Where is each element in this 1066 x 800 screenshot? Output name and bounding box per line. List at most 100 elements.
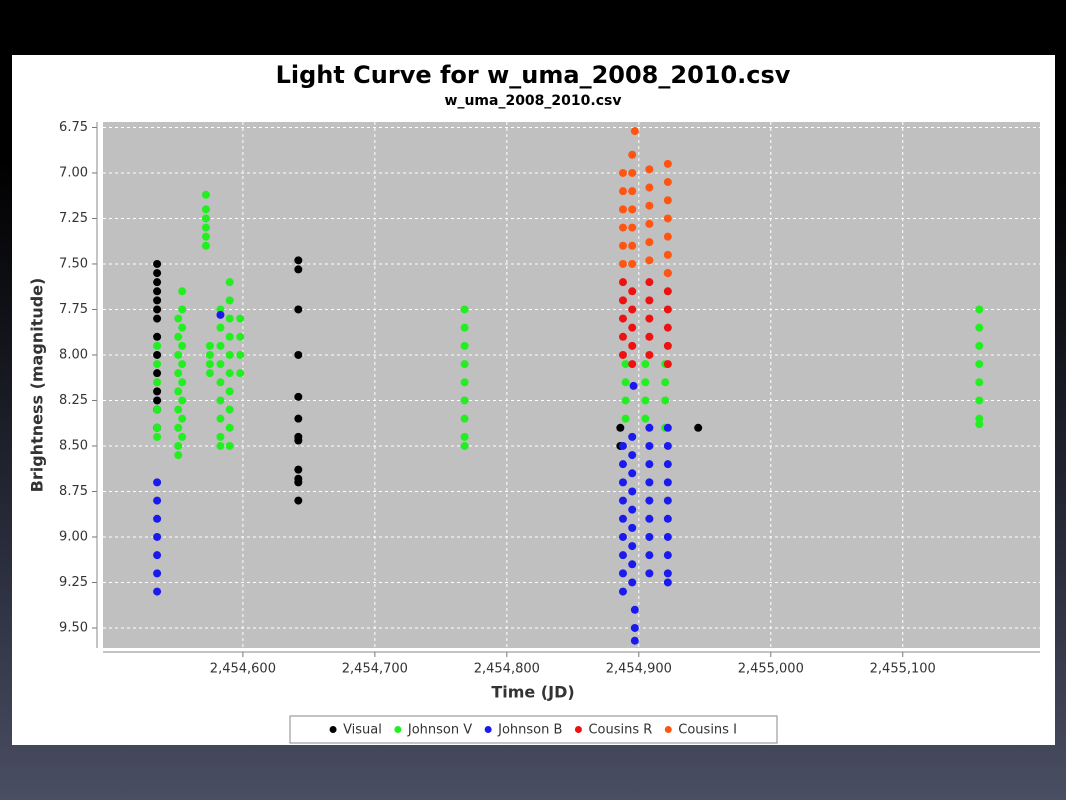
point (460, 323, 469, 332)
point (153, 432, 162, 441)
point (621, 378, 630, 387)
point (663, 214, 672, 223)
point (645, 314, 654, 323)
point (178, 341, 187, 350)
point (663, 341, 672, 350)
point (618, 314, 627, 323)
point (225, 278, 234, 287)
point (618, 514, 627, 523)
x-tick-label: 2,454,700 (342, 662, 408, 677)
point (628, 469, 637, 478)
point (645, 551, 654, 560)
point (621, 396, 630, 405)
point (174, 423, 183, 432)
point (645, 296, 654, 305)
legend-marker (574, 726, 582, 733)
point (294, 465, 303, 474)
chart-subtitle: w_uma_2008_2010.csv (445, 93, 622, 109)
point (645, 423, 654, 432)
point (628, 341, 637, 350)
x-tick-label: 2,454,600 (210, 662, 276, 677)
legend-label: Johnson B (497, 723, 562, 738)
point (174, 387, 183, 396)
point (153, 350, 162, 359)
point (174, 451, 183, 460)
point (618, 332, 627, 341)
point (618, 496, 627, 505)
point (630, 605, 639, 614)
point (153, 478, 162, 487)
point (645, 460, 654, 469)
point (616, 423, 625, 432)
point (153, 360, 162, 369)
point (663, 551, 672, 560)
point (294, 265, 303, 274)
point (628, 451, 637, 460)
point (618, 223, 627, 232)
point (294, 496, 303, 505)
point (645, 183, 654, 192)
point (663, 196, 672, 205)
point (618, 205, 627, 214)
point (225, 405, 234, 414)
point (178, 414, 187, 423)
y-axis-label: Brightness (magnitude) (28, 278, 47, 493)
point (236, 332, 245, 341)
point (641, 396, 650, 405)
point (618, 278, 627, 287)
y-tick-label: 8.50 (59, 438, 88, 453)
point (628, 360, 637, 369)
point (216, 441, 225, 450)
point (174, 350, 183, 359)
point (153, 587, 162, 596)
point (618, 168, 627, 177)
point (225, 350, 234, 359)
point (153, 278, 162, 287)
y-tick-label: 7.25 (59, 211, 88, 226)
point (153, 287, 162, 296)
point (174, 369, 183, 378)
point (460, 360, 469, 369)
point (618, 460, 627, 469)
point (663, 423, 672, 432)
legend (289, 715, 778, 744)
point (618, 441, 627, 450)
point (201, 241, 210, 250)
point (663, 460, 672, 469)
point (628, 578, 637, 587)
point (153, 269, 162, 278)
point (641, 378, 650, 387)
point (153, 514, 162, 523)
point (294, 478, 303, 487)
point (216, 310, 225, 319)
point (975, 420, 984, 429)
legend-label: Cousins I (678, 723, 737, 738)
point (225, 314, 234, 323)
point (294, 256, 303, 265)
point (216, 378, 225, 387)
point (216, 341, 225, 350)
y-tick-label: 8.75 (59, 484, 88, 499)
point (645, 441, 654, 450)
point (201, 232, 210, 241)
point (618, 551, 627, 560)
point (216, 432, 225, 441)
point (153, 551, 162, 560)
point (630, 623, 639, 632)
point (663, 250, 672, 259)
point (153, 314, 162, 323)
point (975, 323, 984, 332)
point (225, 387, 234, 396)
point (663, 178, 672, 187)
point (205, 341, 214, 350)
point (174, 332, 183, 341)
point (460, 378, 469, 387)
point (663, 578, 672, 587)
point (153, 569, 162, 578)
point (153, 305, 162, 314)
point (663, 159, 672, 168)
x-tick-label: 2,454,800 (474, 662, 540, 677)
point (645, 256, 654, 265)
point (628, 523, 637, 532)
point (153, 423, 162, 432)
